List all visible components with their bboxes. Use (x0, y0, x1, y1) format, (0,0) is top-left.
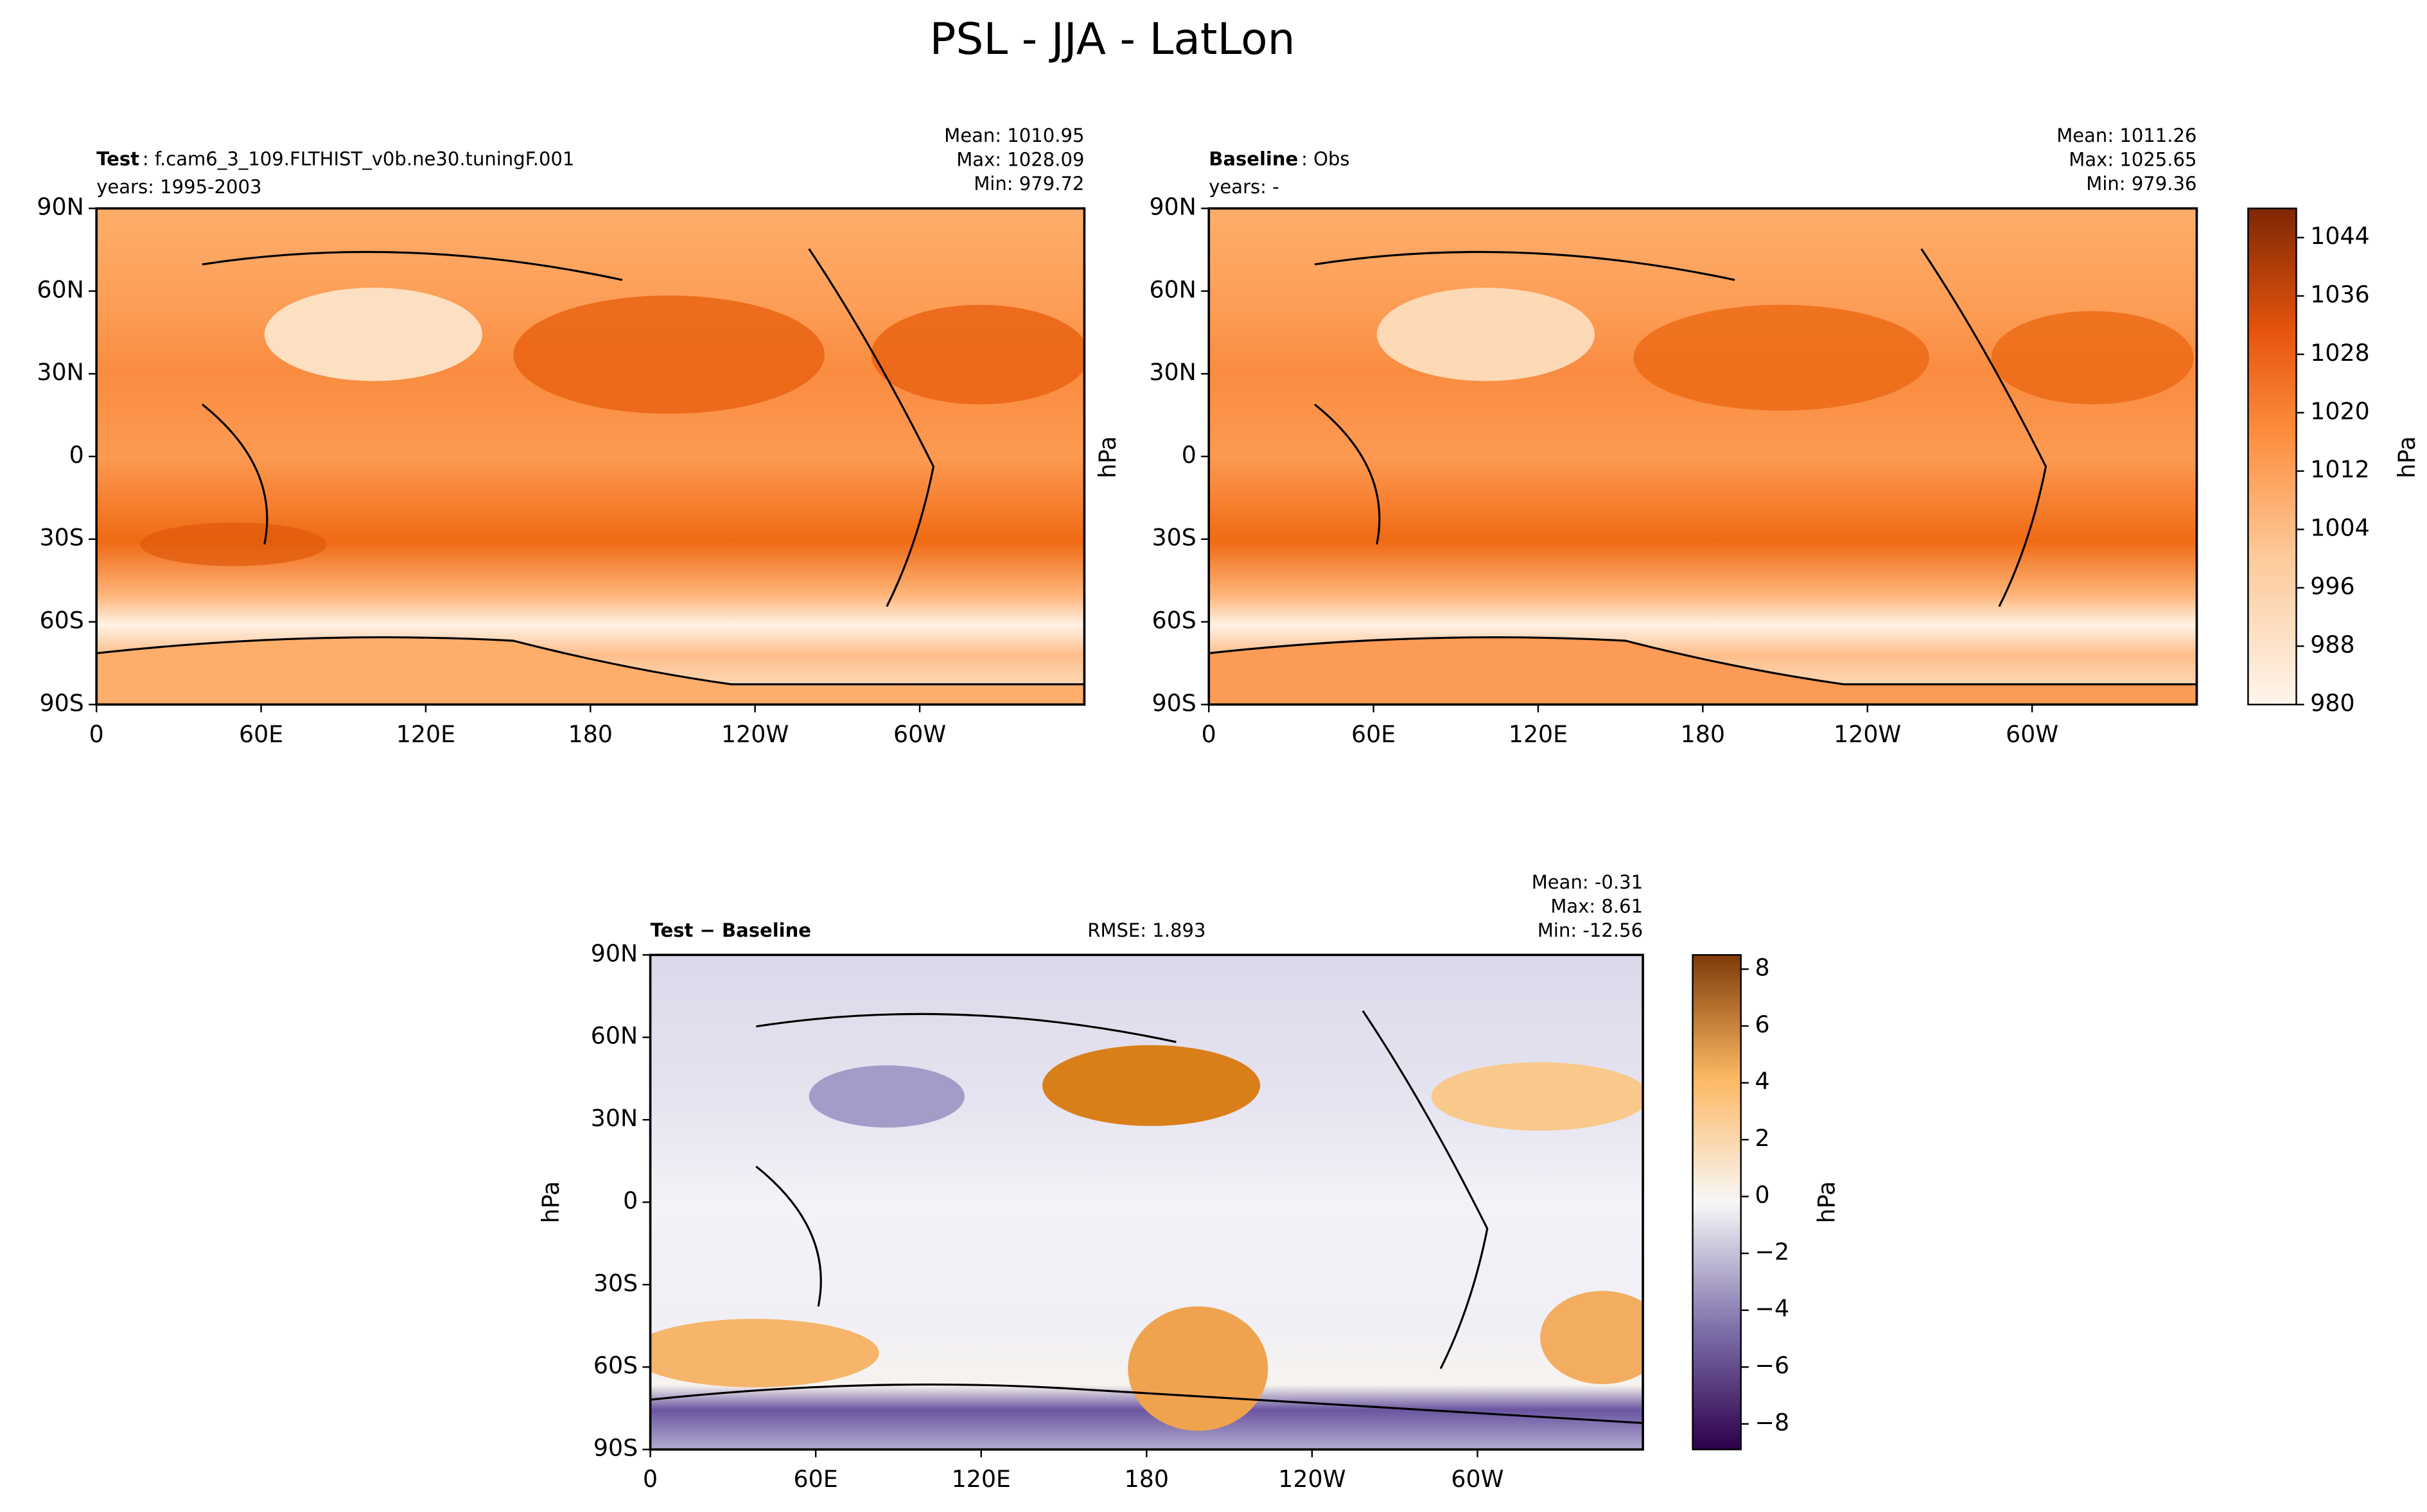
y-tick-label: 0 (623, 1186, 638, 1214)
y-tick-label: 30S (593, 1269, 638, 1297)
axis-label: hPa (2393, 436, 2421, 478)
axis-label: hPa (1812, 1181, 1840, 1224)
y-tick-label: 0 (69, 441, 84, 469)
x-tick-label: 180 (568, 720, 613, 748)
x-tick-label: 60W (1451, 1465, 1503, 1493)
panel-stat: Mean: 1011.26 (2056, 125, 2196, 146)
y-tick-label: 90N (591, 939, 638, 967)
colorbar-tick-label: −2 (1755, 1238, 1790, 1265)
colorbar-tick-label: 0 (1755, 1181, 1770, 1209)
axis-label: hPa (537, 1181, 565, 1224)
map-field (650, 955, 1643, 1450)
colorbar-tick-label: 980 (2310, 689, 2354, 717)
y-tick-label: 60N (37, 275, 83, 303)
panel-label: Test (96, 148, 139, 170)
map-field (1209, 208, 2197, 705)
colorbar-tick-label: 1020 (2310, 397, 2369, 425)
x-tick-label: 120W (721, 720, 789, 748)
y-tick-label: 0 (1182, 441, 1196, 469)
x-tick-label: 60W (2006, 720, 2058, 748)
x-tick-label: 120E (1509, 720, 1568, 748)
colorbar-tick-label: −4 (1755, 1295, 1790, 1323)
colorbar-tick-label: 988 (2310, 630, 2354, 658)
colorbar-tick-label: 996 (2310, 573, 2354, 600)
x-tick-label: 120W (1278, 1465, 1345, 1493)
panel-years: years: 1995-2003 (96, 176, 261, 198)
colorbar-tick-label: 8 (1755, 953, 1770, 981)
y-tick-label: 60N (1149, 275, 1196, 303)
x-tick-label: 60W (893, 720, 946, 748)
y-tick-label: 30N (37, 358, 83, 386)
map-field (96, 208, 1085, 705)
figure-title: PSL - JJA - LatLon (930, 13, 1295, 64)
panel-label: Test − Baseline (651, 919, 811, 941)
panel-stat: Min: 979.72 (974, 173, 1084, 195)
colorbar-tick-label: 4 (1755, 1068, 1770, 1095)
y-tick-label: 30N (591, 1104, 638, 1132)
y-tick-label: 90S (593, 1434, 638, 1462)
colorbar-tick-label: 1004 (2310, 514, 2369, 542)
panel-name: : Obs (1301, 148, 1349, 170)
x-tick-label: 0 (1202, 720, 1216, 748)
x-tick-label: 0 (643, 1465, 658, 1493)
y-tick-label: 90N (1149, 193, 1196, 221)
panel-stat: Min: 979.36 (2086, 173, 2196, 195)
panel-name: : f.cam6_3_109.FLTHIST_v0b.ne30.tuningF.… (143, 148, 575, 170)
y-tick-label: 90S (1152, 689, 1196, 717)
x-tick-label: 120E (952, 1465, 1011, 1493)
y-tick-label: 60N (591, 1022, 638, 1050)
x-tick-label: 180 (1125, 1465, 1169, 1493)
x-tick-label: 0 (89, 720, 104, 748)
y-tick-label: 90S (40, 689, 84, 717)
colorbar-tick-label: 6 (1755, 1011, 1770, 1038)
colorbar-tick-label: 1012 (2310, 456, 2369, 483)
colorbar-tick-label: 1028 (2310, 339, 2369, 367)
panel-label: Baseline (1209, 148, 1298, 170)
y-tick-label: 60S (593, 1351, 638, 1379)
panel-rmse: RMSE: 1.893 (1087, 919, 1205, 941)
y-tick-label: 30N (1149, 358, 1196, 386)
x-tick-label: 60E (1351, 720, 1396, 748)
panel-stat: Mean: -0.31 (1532, 871, 1643, 893)
y-tick-label: 30S (1152, 524, 1196, 552)
y-tick-label: 30S (40, 524, 84, 552)
x-tick-label: 120W (1834, 720, 1901, 748)
panel-stat: Max: 8.61 (1550, 895, 1643, 917)
y-tick-label: 60S (1152, 607, 1196, 634)
colorbar-tick-label: −8 (1755, 1409, 1790, 1436)
x-tick-label: 120E (396, 720, 455, 748)
colorbar-tick-label: 1044 (2310, 222, 2369, 250)
panel-stat: Min: -12.56 (1538, 919, 1643, 941)
panel-stat: Mean: 1010.95 (944, 125, 1084, 146)
colorbar-tick-label: 2 (1755, 1124, 1770, 1152)
y-tick-label: 60S (40, 607, 84, 634)
x-tick-label: 60E (239, 720, 283, 748)
panel-stat: Max: 1028.09 (956, 149, 1084, 171)
colorbar-tick-label: 1036 (2310, 281, 2369, 308)
y-tick-label: 90N (37, 193, 83, 221)
colorbar (1692, 954, 1742, 1450)
x-tick-label: 180 (1681, 720, 1725, 748)
x-tick-label: 60E (794, 1465, 838, 1493)
colorbar-tick-label: −6 (1755, 1351, 1790, 1379)
axis-label: hPa (1094, 436, 1121, 478)
panel-stat: Max: 1025.65 (2069, 149, 2196, 171)
colorbar (2247, 207, 2297, 706)
panel-years: years: - (1209, 176, 1279, 198)
